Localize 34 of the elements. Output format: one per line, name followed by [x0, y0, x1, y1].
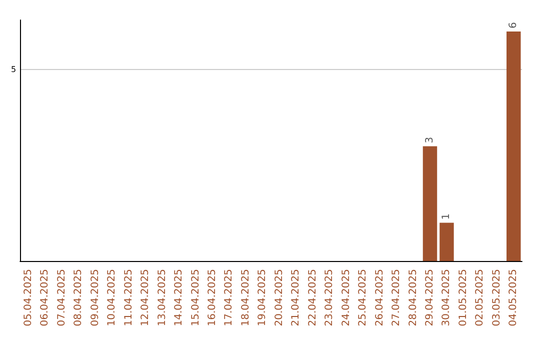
x-tick-label: 16.04.2025	[206, 269, 218, 326]
x-tick-label: 07.04.2025	[56, 269, 68, 326]
data-label: 6	[508, 22, 520, 28]
x-tick-label: 23.04.2025	[324, 269, 336, 326]
x-tick-label: 01.05.2025	[458, 269, 469, 326]
x-tick-label: 06.04.2025	[40, 269, 51, 326]
x-tick-label: 19.04.2025	[257, 269, 268, 326]
x-tick-label: 27.04.2025	[391, 269, 402, 326]
x-tick-label: 10.04.2025	[106, 269, 118, 326]
x-tick-label: 24.04.2025	[340, 269, 352, 326]
x-tick-label: 11.04.2025	[123, 269, 134, 326]
x-tick-label: 04.05.2025	[508, 269, 520, 326]
x-tick-label: 14.04.2025	[174, 269, 185, 326]
x-tick-label: 21.04.2025	[290, 269, 302, 326]
x-tick-label: 15.04.2025	[190, 269, 202, 326]
x-tick-label: 20.04.2025	[274, 269, 285, 326]
x-tick-label: 30.04.2025	[441, 269, 452, 326]
x-tick-label: 17.04.2025	[224, 269, 235, 326]
x-tick-label: 28.04.2025	[408, 269, 419, 326]
x-tick-label: 03.05.2025	[491, 269, 502, 326]
data-label: 1	[441, 213, 452, 220]
x-tick-label: 29.04.2025	[424, 269, 436, 326]
x-tick-label: 13.04.2025	[156, 269, 168, 326]
x-tick-label: 09.04.2025	[90, 269, 101, 326]
x-tick-label: 12.04.2025	[140, 269, 152, 326]
x-tick-label: 26.04.2025	[374, 269, 386, 326]
data-label: 3	[424, 136, 436, 144]
x-tick-label: 25.04.2025	[358, 269, 369, 326]
x-tick-label: 08.04.2025	[73, 269, 84, 326]
x-tick-label: 05.04.2025	[22, 269, 34, 326]
x-tick-label: 18.04.2025	[240, 269, 252, 326]
x-tick-label: 02.05.2025	[474, 269, 486, 326]
y-tick-label: 5	[10, 65, 16, 74]
x-tick-label: 22.04.2025	[307, 269, 318, 326]
